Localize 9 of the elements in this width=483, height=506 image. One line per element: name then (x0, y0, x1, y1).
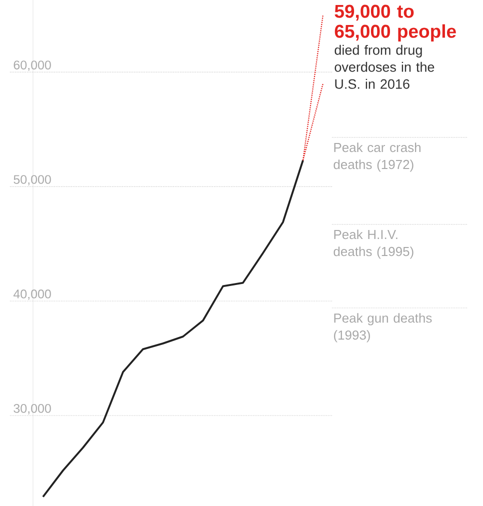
ref-line-label: Peak gun deaths (1993) (334, 313, 432, 342)
y-tick-label: 50,000 (14, 175, 51, 186)
text: 59,000 to 65,000 people (334, 4, 456, 42)
y-tick-label: 60,000 (14, 60, 51, 71)
y-tick-label: 40,000 (13, 290, 51, 300)
ref-line-label: Peak H.I.V. deaths (1995) (334, 230, 414, 259)
ref-line-label: Peak car crash deaths (1972) (334, 142, 420, 172)
y-tick-label: 30,000 (14, 404, 51, 414)
text: died from drug overdoses in the U.S. in 2016 (334, 44, 434, 89)
